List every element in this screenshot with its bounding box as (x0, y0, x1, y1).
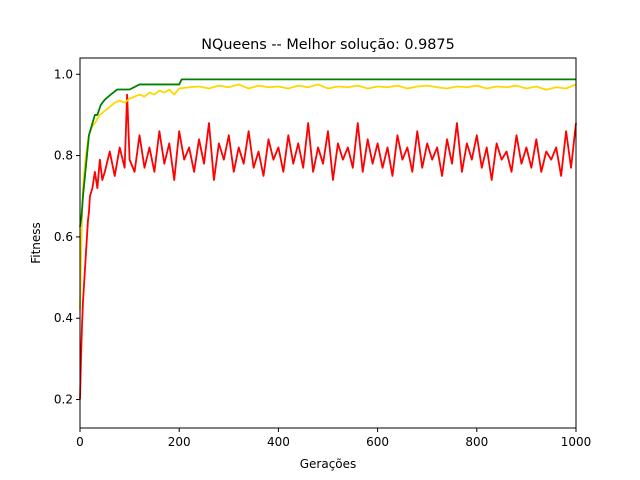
x-tick-label: 1000 (561, 435, 592, 449)
y-tick-label: 0.2 (54, 393, 73, 407)
plot-area (79, 57, 577, 429)
series-layer (79, 78, 577, 400)
series-line-2 (79, 93, 577, 400)
plot-frame (79, 57, 577, 429)
x-tick-label: 800 (465, 435, 488, 449)
series-line-0 (79, 78, 576, 227)
y-tick-label: 0.8 (54, 149, 73, 163)
x-tick-label: 0 (76, 435, 84, 449)
x-axis: 0 200 400 600 800 1000 (76, 428, 591, 449)
y-tick-label: 0.4 (54, 311, 73, 325)
y-axis: 0.2 0.4 0.6 0.8 1.0 (54, 67, 80, 407)
y-axis-label: Fitness (29, 222, 43, 264)
y-tick-label: 0.6 (54, 230, 73, 244)
x-tick-label: 400 (267, 435, 290, 449)
series-line-1 (79, 83, 577, 311)
x-tick-label: 200 (168, 435, 191, 449)
y-tick-label: 1.0 (54, 67, 73, 81)
chart-title: NQueens -- Melhor solução: 0.9875 (201, 37, 455, 53)
x-axis-label: Gerações (300, 457, 357, 471)
x-tick-label: 600 (366, 435, 389, 449)
